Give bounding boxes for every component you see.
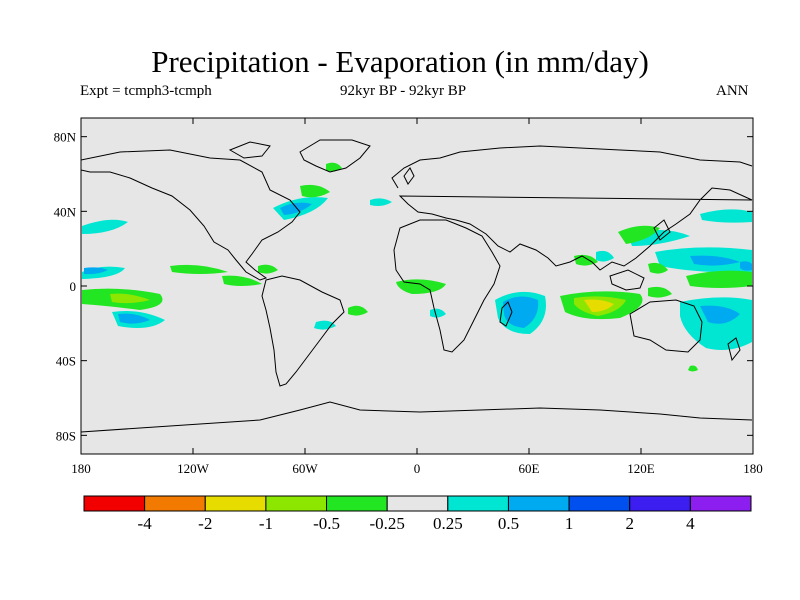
anomaly-patch — [170, 264, 228, 274]
anomaly-patch — [648, 262, 668, 274]
anomaly-patch — [700, 305, 740, 324]
coastline-australia — [629, 299, 703, 353]
anomaly-patch — [84, 267, 108, 275]
anomaly-patch — [314, 320, 336, 330]
lon-tick-label: 60E — [519, 461, 540, 476]
anomaly-patch — [348, 305, 368, 316]
colorbar-label: -0.5 — [313, 514, 340, 533]
lon-tick-label: 180 — [743, 461, 763, 476]
lat-tick-label: 0 — [70, 279, 77, 294]
lon-tick-label: 120W — [177, 461, 210, 476]
latitude-axis: 80N 40N 0 40S 80S — [54, 130, 753, 443]
anomaly-patch — [110, 293, 150, 304]
coastline-japan — [653, 219, 671, 241]
lon-tick-label: 60W — [292, 461, 318, 476]
colorbar-swatch — [144, 495, 206, 512]
period-label: 92kyr BP - 92kyr BP — [340, 83, 467, 99]
colorbar-swatch — [568, 495, 631, 512]
anomaly-patch — [596, 250, 614, 262]
colorbar-label: -2 — [198, 514, 212, 533]
anomaly-patch — [503, 296, 539, 328]
lon-tick-label: 180 — [71, 461, 91, 476]
coastline-new-zealand — [727, 337, 741, 362]
anomaly-patch — [222, 275, 262, 286]
colorbar-label: -0.25 — [369, 514, 404, 533]
anomaly-patch — [300, 184, 330, 198]
map-title: Precipitation - Evaporation (in mm/day) — [151, 44, 649, 79]
colorbar-label: 2 — [625, 514, 634, 533]
colorbar-swatch — [507, 495, 570, 512]
coastline-africa — [393, 219, 501, 353]
coastline-southeast-asia — [609, 269, 645, 291]
lon-tick-label: 120E — [627, 461, 655, 476]
colorbar-label: 0.5 — [498, 514, 519, 533]
colorbar: -4 -2 -1 -0.5 -0.25 0.25 0.5 1 2 4 — [83, 495, 752, 533]
anomaly-patch — [326, 162, 342, 172]
lon-tick-label: 0 — [414, 461, 421, 476]
coastline-uk — [403, 167, 415, 185]
coastline-eurasia — [391, 145, 753, 271]
coastline-north-america — [81, 149, 301, 281]
anomaly-patch — [686, 270, 752, 288]
anomaly-patch — [740, 261, 752, 271]
anomaly-patch — [118, 313, 150, 324]
experiment-label: Expt = tcmph3-tcmph — [80, 83, 212, 99]
colorbar-swatch — [326, 495, 388, 512]
colorbar-label: 4 — [686, 514, 695, 533]
anomaly-patch — [700, 209, 752, 223]
colorbar-swatch — [629, 495, 691, 512]
anomaly-patch — [396, 279, 446, 294]
lat-tick-label: 40N — [54, 204, 77, 219]
colorbar-label: 0.25 — [433, 514, 463, 533]
anomaly-patch — [370, 198, 392, 206]
coastline-arctic-islands — [228, 141, 271, 159]
anomaly-patch — [584, 299, 614, 312]
colorbar-swatch — [447, 495, 509, 512]
coastline-madagascar — [499, 301, 513, 327]
colorbar-swatch — [689, 495, 752, 512]
anomaly-patch — [82, 219, 128, 234]
lat-tick-label: 40S — [56, 354, 76, 369]
anomaly-patch — [690, 255, 740, 266]
lat-tick-label: 80S — [56, 428, 76, 443]
colorbar-swatch — [386, 495, 449, 512]
colorbar-swatch — [265, 495, 328, 512]
lat-tick-label: 80N — [54, 130, 77, 145]
anomaly-patch — [430, 308, 446, 318]
coastline-greenland — [299, 139, 371, 173]
longitude-axis: 180 120W 60W 0 60E 120E 180 — [71, 118, 763, 476]
coastline-south-america — [261, 275, 345, 387]
anomaly-patch — [280, 202, 312, 215]
coastline-antarctica — [81, 401, 753, 433]
coastlines — [81, 139, 753, 433]
anomaly-patch — [618, 225, 660, 244]
colorbar-swatch — [204, 495, 267, 512]
colorbar-swatch — [83, 495, 146, 512]
season-label: ANN — [716, 83, 749, 99]
colorbar-label: -1 — [259, 514, 273, 533]
anomaly-patch — [688, 365, 698, 372]
anomaly-patch — [648, 286, 672, 298]
colorbar-label: -4 — [138, 514, 153, 533]
anomaly-patch — [258, 264, 278, 274]
colorbar-label: 1 — [565, 514, 574, 533]
